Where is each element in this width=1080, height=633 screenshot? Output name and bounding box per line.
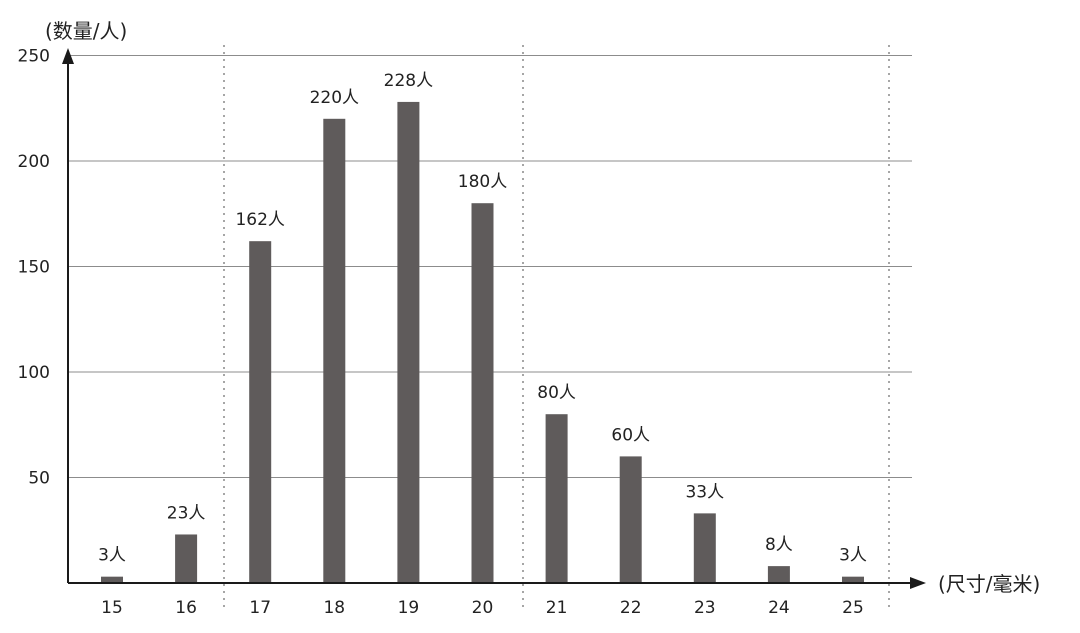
x-tick-label-24: 24: [768, 598, 790, 618]
bar-21: [545, 414, 568, 583]
x-tick-label-17: 17: [249, 598, 271, 618]
bar-19: [397, 101, 420, 584]
x-tick-label-22: 22: [620, 598, 642, 618]
y-axis-label: (数量/人): [45, 19, 127, 43]
bar-25: [842, 576, 864, 583]
x-tick-label-20: 20: [472, 598, 494, 618]
data-label-25: 3人: [839, 546, 867, 566]
y-axis-arrow: [62, 48, 74, 64]
bar-16: [175, 534, 198, 583]
x-tick-label-21: 21: [546, 598, 568, 618]
x-axis-arrow: [910, 577, 926, 589]
y-tick-label-100: 100: [18, 363, 50, 383]
x-tick-label-23: 23: [694, 598, 716, 618]
bar-22: [619, 456, 642, 583]
data-label-23: 33人: [685, 482, 724, 502]
data-label-17: 162人: [235, 210, 284, 230]
x-tick-label-16: 16: [175, 598, 197, 618]
x-axis-label: (尺寸/毫米): [938, 572, 1040, 596]
data-label-19: 228人: [384, 71, 433, 91]
data-label-22: 60人: [611, 425, 650, 445]
bar-20: [471, 203, 494, 583]
y-tick-label-200: 200: [18, 152, 50, 172]
bars: [101, 101, 864, 584]
data-label-16: 23人: [167, 503, 206, 523]
bar-15: [101, 576, 123, 583]
data-label-20: 180人: [458, 172, 507, 192]
data-labels: 3人 23人 162人 220人 228人 180人 80人 60人 33人 8人 3人: [98, 71, 867, 566]
data-label-24: 8人: [765, 535, 793, 555]
bar-18: [323, 118, 346, 584]
x-tick-label-19: 19: [398, 598, 420, 618]
data-label-15: 3人: [98, 546, 126, 566]
bar-17: [249, 241, 272, 583]
y-tick-label-50: 50: [28, 469, 50, 489]
x-tick-labels: 15 16 17 18 19 20 21 22 23 24 25: [101, 598, 864, 618]
bar-23: [693, 513, 716, 583]
y-tick-labels: 50 100 150 200 250: [18, 47, 50, 489]
data-label-21: 80人: [537, 383, 576, 403]
data-label-18: 220人: [310, 88, 359, 108]
y-tick-label-250: 250: [18, 47, 50, 67]
x-tick-label-18: 18: [323, 598, 345, 618]
x-tick-label-15: 15: [101, 598, 123, 618]
x-tick-label-25: 25: [842, 598, 864, 618]
bar-24: [767, 566, 790, 583]
y-tick-label-150: 150: [18, 258, 50, 278]
